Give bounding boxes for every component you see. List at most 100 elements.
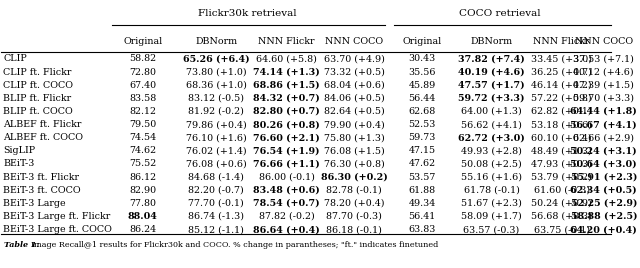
- Text: 58.88 (+2.5): 58.88 (+2.5): [571, 212, 637, 221]
- Text: 50.08 (+2.5): 50.08 (+2.5): [461, 159, 522, 169]
- Text: CLIP ft. COCO: CLIP ft. COCO: [3, 81, 73, 90]
- Text: 45.89: 45.89: [408, 81, 436, 90]
- Text: 62.72 (+3.0): 62.72 (+3.0): [458, 133, 525, 142]
- Text: 78.20 (+0.4): 78.20 (+0.4): [324, 199, 385, 208]
- Text: 50.24 (+0.9): 50.24 (+0.9): [531, 199, 592, 208]
- Text: 82.64 (+0.5): 82.64 (+0.5): [324, 107, 385, 116]
- Text: 37.82 (+7.4): 37.82 (+7.4): [458, 54, 525, 64]
- Text: NNN Flickr: NNN Flickr: [534, 37, 590, 46]
- Text: 40.12 (+4.6): 40.12 (+4.6): [573, 68, 634, 77]
- Text: 76.10 (+1.6): 76.10 (+1.6): [186, 133, 246, 142]
- Text: CLIP ft. Flickr: CLIP ft. Flickr: [3, 68, 72, 77]
- Text: 52.25 (+2.9): 52.25 (+2.9): [571, 199, 637, 208]
- Text: 62.68: 62.68: [408, 107, 436, 116]
- Text: 86.30 (+0.2): 86.30 (+0.2): [321, 173, 388, 182]
- Text: 36.25 (+0.7): 36.25 (+0.7): [531, 68, 592, 77]
- Text: 83.58: 83.58: [129, 94, 157, 103]
- Text: 68.36 (+1.0): 68.36 (+1.0): [186, 81, 246, 90]
- Text: 61.88: 61.88: [408, 186, 436, 195]
- Text: 67.40: 67.40: [129, 81, 157, 90]
- Text: 46.14 (+0.2): 46.14 (+0.2): [531, 81, 592, 90]
- Text: 64.00 (+1.3): 64.00 (+1.3): [461, 107, 522, 116]
- Text: 88.04: 88.04: [128, 212, 158, 221]
- Text: 86.00 (-0.1): 86.00 (-0.1): [259, 173, 314, 182]
- Text: 40.19 (+4.6): 40.19 (+4.6): [458, 68, 525, 77]
- Text: 84.68 (-1.4): 84.68 (-1.4): [188, 173, 244, 182]
- Text: 58.09 (+1.7): 58.09 (+1.7): [461, 212, 522, 221]
- Text: 81.92 (-0.2): 81.92 (-0.2): [188, 107, 244, 116]
- Text: 62.66 (+2.9): 62.66 (+2.9): [573, 133, 634, 142]
- Text: 47.15: 47.15: [408, 146, 436, 155]
- Text: 76.08 (+1.5): 76.08 (+1.5): [324, 146, 385, 155]
- Text: NNN COCO: NNN COCO: [575, 37, 633, 46]
- Text: BEiT-3 ft. Flickr: BEiT-3 ft. Flickr: [3, 173, 79, 182]
- Text: 64.44 (+1.8): 64.44 (+1.8): [570, 107, 637, 116]
- Text: 64.60 (+5.8): 64.60 (+5.8): [256, 54, 317, 64]
- Text: 50.64 (+3.0): 50.64 (+3.0): [570, 159, 637, 169]
- Text: 74.14 (+1.3): 74.14 (+1.3): [253, 68, 320, 77]
- Text: 78.54 (+0.7): 78.54 (+0.7): [253, 199, 320, 208]
- Text: 56.41: 56.41: [408, 212, 436, 221]
- Text: DBNorm: DBNorm: [195, 37, 237, 46]
- Text: Original: Original: [124, 37, 163, 46]
- Text: 62.82 (+0.1): 62.82 (+0.1): [531, 107, 592, 116]
- Text: ALBEF ft. Flickr: ALBEF ft. Flickr: [3, 120, 81, 129]
- Text: BEiT-3 Large ft. COCO: BEiT-3 Large ft. COCO: [3, 225, 112, 234]
- Text: 56.44: 56.44: [408, 94, 436, 103]
- Text: 73.32 (+0.5): 73.32 (+0.5): [324, 68, 385, 77]
- Text: 59.70 (+3.3): 59.70 (+3.3): [573, 94, 634, 103]
- Text: 85.12 (-1.1): 85.12 (-1.1): [188, 225, 244, 234]
- Text: 86.64 (+0.4): 86.64 (+0.4): [253, 225, 320, 234]
- Text: 58.82: 58.82: [129, 54, 157, 64]
- Text: 57.22 (+0.8): 57.22 (+0.8): [531, 94, 592, 103]
- Text: 63.57 (-0.3): 63.57 (-0.3): [463, 225, 520, 234]
- Text: BLIP ft. COCO: BLIP ft. COCO: [3, 107, 73, 116]
- Text: SigLIP: SigLIP: [3, 146, 35, 155]
- Text: Flickr30k retrieval: Flickr30k retrieval: [198, 9, 296, 18]
- Text: 75.52: 75.52: [129, 159, 157, 169]
- Text: 50.24 (+3.1): 50.24 (+3.1): [570, 146, 637, 155]
- Text: 53.79 (+0.2): 53.79 (+0.2): [531, 173, 592, 182]
- Text: 47.62: 47.62: [408, 159, 436, 169]
- Text: 59.73: 59.73: [408, 133, 436, 142]
- Text: 76.02 (+1.4): 76.02 (+1.4): [186, 146, 246, 155]
- Text: 49.93 (+2.8): 49.93 (+2.8): [461, 146, 522, 155]
- Text: 63.75 (-0.1): 63.75 (-0.1): [534, 225, 590, 234]
- Text: 86.74 (-1.3): 86.74 (-1.3): [188, 212, 244, 221]
- Text: 79.86 (+0.4): 79.86 (+0.4): [186, 120, 246, 129]
- Text: 47.39 (+1.5): 47.39 (+1.5): [573, 81, 634, 90]
- Text: NNN COCO: NNN COCO: [325, 37, 383, 46]
- Text: 73.80 (+1.0): 73.80 (+1.0): [186, 68, 246, 77]
- Text: 82.12: 82.12: [129, 107, 156, 116]
- Text: 33.45 (+3.0): 33.45 (+3.0): [531, 54, 592, 64]
- Text: 83.12 (-0.5): 83.12 (-0.5): [188, 94, 244, 103]
- Text: BEiT-3 Large ft. Flickr: BEiT-3 Large ft. Flickr: [3, 212, 111, 221]
- Text: Original: Original: [403, 37, 442, 46]
- Text: 53.18 (+0.6): 53.18 (+0.6): [531, 120, 592, 129]
- Text: 77.80: 77.80: [129, 199, 156, 208]
- Text: 76.66 (+1.1): 76.66 (+1.1): [253, 159, 320, 169]
- Text: BEiT-3 ft. COCO: BEiT-3 ft. COCO: [3, 186, 81, 195]
- Text: 82.90: 82.90: [129, 186, 157, 195]
- Text: 51.67 (+2.3): 51.67 (+2.3): [461, 199, 522, 208]
- Text: 86.12: 86.12: [129, 173, 157, 182]
- Text: 76.54 (+1.9): 76.54 (+1.9): [253, 146, 320, 155]
- Text: 30.43: 30.43: [408, 54, 436, 64]
- Text: 68.86 (+1.5): 68.86 (+1.5): [253, 81, 320, 90]
- Text: 49.34: 49.34: [408, 199, 436, 208]
- Text: 61.78 (-0.1): 61.78 (-0.1): [463, 186, 520, 195]
- Text: 55.91 (+2.3): 55.91 (+2.3): [571, 173, 637, 182]
- Text: 83.48 (+0.6): 83.48 (+0.6): [253, 186, 320, 195]
- Text: 65.26 (+6.4): 65.26 (+6.4): [183, 54, 250, 64]
- Text: 60.10 (+0.4): 60.10 (+0.4): [531, 133, 592, 142]
- Text: BEiT-3 Large: BEiT-3 Large: [3, 199, 66, 208]
- Text: 37.53 (+7.1): 37.53 (+7.1): [573, 54, 634, 64]
- Text: 87.70 (-0.3): 87.70 (-0.3): [326, 212, 382, 221]
- Text: NNN Flickr: NNN Flickr: [259, 37, 315, 46]
- Text: 82.20 (-0.7): 82.20 (-0.7): [188, 186, 244, 195]
- Text: 72.80: 72.80: [129, 68, 156, 77]
- Text: 76.30 (+0.8): 76.30 (+0.8): [324, 159, 385, 169]
- Text: 59.72 (+3.3): 59.72 (+3.3): [458, 94, 525, 103]
- Text: 79.90 (+0.4): 79.90 (+0.4): [324, 120, 385, 129]
- Text: 87.82 (-0.2): 87.82 (-0.2): [259, 212, 314, 221]
